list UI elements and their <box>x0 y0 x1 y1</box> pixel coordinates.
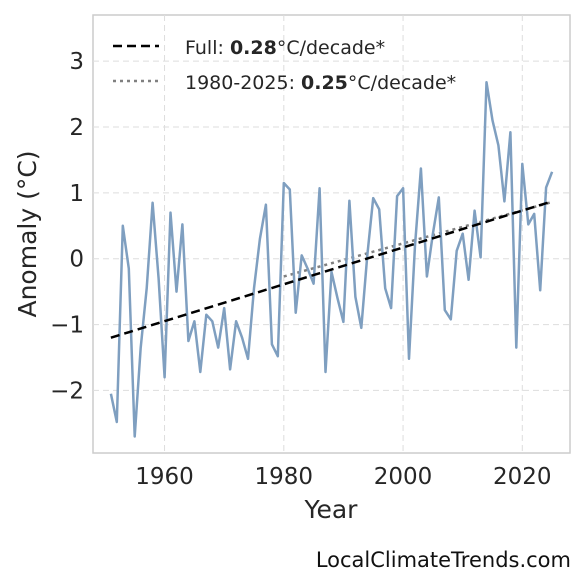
legend-recent-label: 1980-2025: 0.25°C/decade* <box>185 72 456 94</box>
x-tick-label: 1980 <box>255 464 314 490</box>
x-tick-label: 2000 <box>374 464 433 490</box>
legend-full-label: Full: 0.28°C/decade* <box>185 37 385 59</box>
x-tick-labels: 1960 1980 2000 2020 <box>135 464 551 490</box>
watermark: LocalClimateTrends.com <box>315 548 571 572</box>
y-tick-label: −1 <box>50 313 84 339</box>
y-tick-label: 2 <box>69 115 84 141</box>
y-tick-label: 1 <box>69 181 84 207</box>
y-tick-label: 3 <box>69 49 84 75</box>
y-tick-label: 0 <box>69 247 84 273</box>
legend-recent-prefix: 1980-2025: <box>185 72 301 94</box>
legend-full-prefix: Full: <box>185 37 230 59</box>
anomaly-series-line <box>109 80 554 438</box>
x-axis-label: Year <box>304 495 359 524</box>
legend-recent-suffix: °C/decade* <box>348 72 456 94</box>
legend-full-value: 0.28 <box>230 37 277 59</box>
trend-line-full <box>110 200 553 339</box>
trend-line-1980-2025 <box>283 200 553 278</box>
legend-full-suffix: °C/decade* <box>277 37 385 59</box>
grid <box>93 15 570 453</box>
y-axis-label: Anomaly (°C) <box>13 150 42 317</box>
legend-recent-value: 0.25 <box>301 72 348 94</box>
x-tick-label: 2020 <box>493 464 552 490</box>
trend-lines <box>283 200 553 278</box>
legend: Full: 0.28°C/decade* 1980-2025: 0.25°C/d… <box>113 37 456 94</box>
x-tick-label: 1960 <box>135 464 194 490</box>
y-tick-labels: −2 −1 0 1 2 3 <box>50 49 84 404</box>
y-tick-label: −2 <box>50 378 84 404</box>
